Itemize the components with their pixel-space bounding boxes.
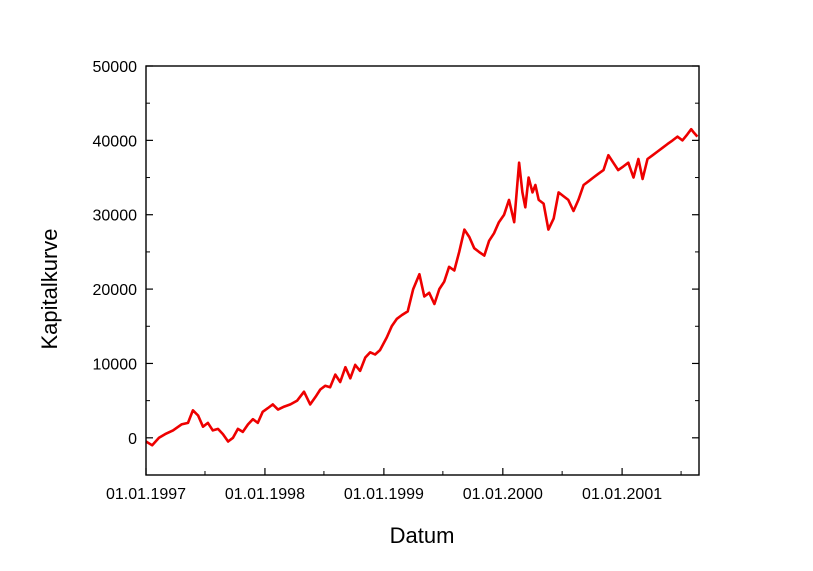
- y-tick-label: 30000: [93, 208, 138, 225]
- tick-labels: 0 10000 20000 30000 40000 50000 01.01.1997 01.0…: [93, 59, 663, 503]
- plot-frame: [145, 65, 700, 476]
- x-tick-label: 01.01.2000: [463, 486, 543, 503]
- x-tick-label: 01.01.1999: [344, 486, 424, 503]
- y-tick-label: 10000: [93, 356, 138, 373]
- y-tick-label: 50000: [93, 59, 138, 76]
- x-tick-label: 01.01.1998: [225, 486, 305, 503]
- axis-ticks: [145, 65, 699, 476]
- x-tick-label: 01.01.1997: [106, 486, 186, 503]
- x-tick-label: 01.01.2001: [582, 486, 662, 503]
- y-axis-title: Kapitalkurve: [37, 228, 62, 349]
- series-line-kapitalkurve: [145, 127, 699, 447]
- y-tick-label: 20000: [93, 282, 138, 299]
- y-tick-label: 0: [128, 431, 137, 448]
- x-axis-title: Datum: [390, 523, 455, 548]
- y-tick-label: 40000: [93, 133, 138, 150]
